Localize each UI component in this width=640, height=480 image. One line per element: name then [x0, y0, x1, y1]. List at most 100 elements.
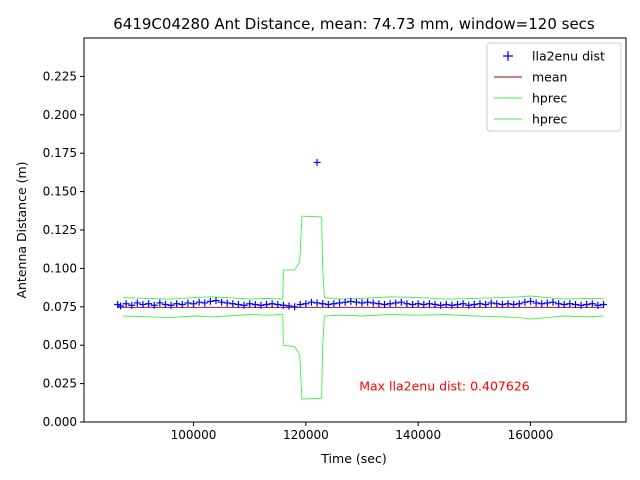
- data-point: [442, 300, 450, 308]
- data-point: [583, 300, 591, 308]
- data-point: [291, 303, 299, 311]
- data-point: [425, 300, 433, 308]
- legend-box: [486, 42, 622, 132]
- x-tick-label: 160000: [508, 428, 554, 442]
- data-point: [184, 299, 192, 307]
- data-point: [330, 300, 338, 308]
- data-point: [375, 300, 383, 308]
- data-point: [285, 302, 293, 310]
- y-tick-label: 0.125: [43, 223, 77, 237]
- data-point: [313, 158, 321, 166]
- series-line-hprec: [123, 215, 604, 300]
- y-tick-label: 0.175: [43, 146, 77, 160]
- data-point: [397, 298, 405, 306]
- data-point: [369, 299, 377, 307]
- data-point: [257, 301, 265, 309]
- max-distance-annotation: Max lla2enu dist: 0.407626: [359, 379, 530, 394]
- data-point: [190, 300, 198, 308]
- data-point: [133, 299, 141, 307]
- data-point: [470, 300, 478, 308]
- data-point: [246, 300, 254, 308]
- data-point: [521, 298, 529, 306]
- data-point: [392, 299, 400, 307]
- data-point: [448, 301, 456, 309]
- data-point: [560, 300, 568, 308]
- data-point: [240, 301, 248, 309]
- data-point: [206, 297, 214, 305]
- y-tick-label: 0.225: [43, 69, 77, 83]
- data-point: [161, 300, 169, 308]
- data-point: [274, 300, 282, 308]
- data-point: [409, 300, 417, 308]
- data-point: [122, 300, 130, 308]
- data-point: [201, 299, 209, 307]
- legend: lla2enu dist mean hprec hprec: [486, 42, 622, 132]
- data-point: [251, 300, 259, 308]
- data-point: [465, 301, 473, 309]
- data-point: [482, 300, 490, 308]
- x-axis-label: Time (sec): [320, 451, 386, 466]
- data-point: [538, 300, 546, 308]
- x-tick-label: 120000: [283, 428, 329, 442]
- data-point: [279, 301, 287, 309]
- data-point: [577, 301, 585, 309]
- y-tick-label: 0.100: [43, 261, 77, 275]
- data-point: [139, 300, 147, 308]
- data-point: [487, 299, 495, 307]
- data-point: [352, 298, 360, 306]
- legend-label: mean: [532, 70, 567, 85]
- data-point: [549, 298, 557, 306]
- data-point: [504, 300, 512, 308]
- data-point: [510, 300, 518, 308]
- data-point: [566, 300, 574, 308]
- legend-label: hprec: [532, 112, 567, 127]
- data-point: [380, 300, 388, 308]
- data-point: [420, 300, 428, 308]
- data-point: [223, 299, 231, 307]
- data-point: [128, 301, 136, 309]
- legend-label: lla2enu dist: [532, 49, 605, 64]
- data-point: [150, 301, 158, 309]
- data-point: [493, 300, 501, 308]
- data-point: [173, 300, 181, 308]
- data-point: [347, 297, 355, 305]
- series-points-lla2enu-dist: [114, 158, 608, 311]
- data-point: [313, 299, 321, 307]
- data-point: [336, 299, 344, 307]
- data-point: [178, 300, 186, 308]
- data-point: [459, 300, 467, 308]
- data-point: [414, 300, 422, 308]
- data-point: [319, 300, 327, 308]
- x-tick-label: 100000: [171, 428, 217, 442]
- y-tick-label: 0.000: [43, 415, 77, 429]
- y-tick-label: 0.025: [43, 377, 77, 391]
- data-point: [324, 300, 332, 308]
- data-point: [263, 300, 271, 308]
- data-point: [268, 300, 276, 308]
- data-point: [403, 300, 411, 308]
- data-point: [594, 301, 602, 309]
- legend-label: hprec: [532, 91, 567, 106]
- data-point: [218, 298, 226, 306]
- data-point: [515, 300, 523, 308]
- data-point: [229, 300, 237, 308]
- y-tick-label: 0.050: [43, 338, 77, 352]
- data-point: [386, 300, 394, 308]
- data-point: [527, 297, 535, 305]
- data-point: [588, 300, 596, 308]
- data-point: [212, 297, 220, 305]
- data-point: [296, 300, 304, 308]
- data-point: [532, 299, 540, 307]
- data-point: [431, 300, 439, 308]
- data-point: [167, 301, 175, 309]
- data-point: [307, 298, 315, 306]
- data-point: [234, 300, 242, 308]
- data-point: [454, 300, 462, 308]
- data-point: [476, 300, 484, 308]
- y-tick-label: 0.075: [43, 300, 77, 314]
- data-point: [117, 302, 125, 310]
- data-point: [498, 300, 506, 308]
- x-tick-label: 140000: [395, 428, 441, 442]
- data-point: [543, 299, 551, 307]
